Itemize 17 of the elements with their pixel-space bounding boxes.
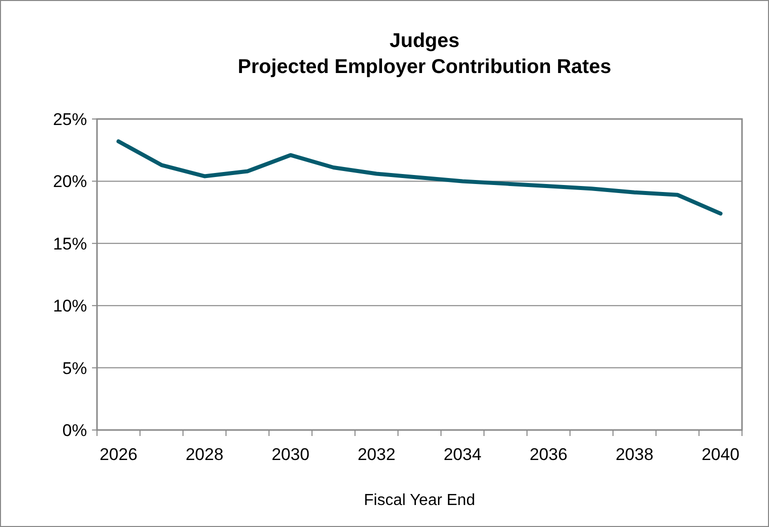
y-tick-label: 25%: [52, 110, 87, 129]
x-tick-label: 2034: [444, 445, 482, 464]
line-series: [116, 139, 722, 216]
y-tick-label: 5%: [62, 358, 87, 378]
y-tick-label: 0%: [62, 420, 87, 440]
x-tick-label: 2028: [186, 445, 224, 464]
x-tick-label: 2032: [358, 445, 396, 464]
chart-title: Judges Projected Employer Contribution Rates: [238, 30, 612, 78]
x-axis-title: Fiscal Year End: [364, 492, 476, 509]
y-tick-label: 10%: [52, 296, 87, 316]
x-tick-label: 2026: [100, 445, 138, 464]
y-tick-label: 20%: [52, 172, 87, 192]
x-tick-label: 2040: [702, 445, 740, 464]
x-tick-label: 2030: [272, 445, 310, 464]
x-tick-label: 2036: [530, 445, 568, 464]
y-tick-label: 15%: [52, 234, 87, 254]
x-tick-label: 2038: [616, 445, 654, 464]
